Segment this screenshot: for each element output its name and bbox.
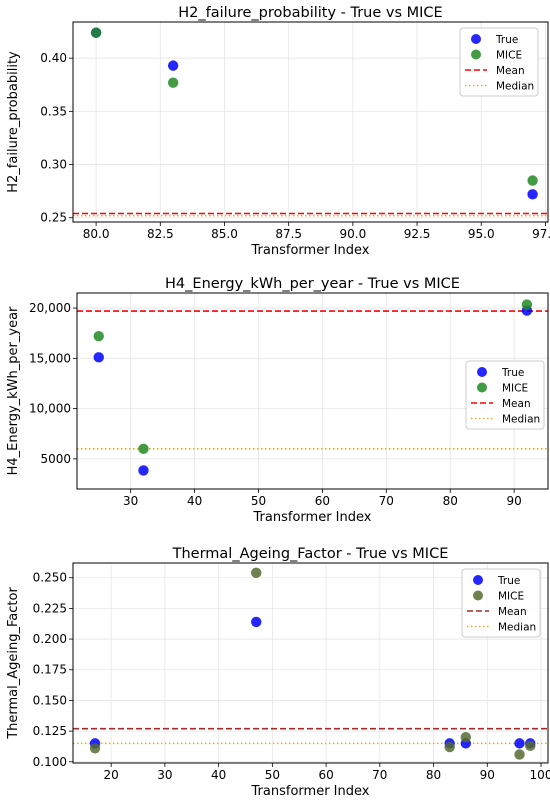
y-tick-label: 0.150 <box>33 693 67 707</box>
mice-point <box>90 27 102 38</box>
legend-label: MICE <box>496 50 522 62</box>
x-tick-label: 70 <box>379 494 394 508</box>
x-tick-label: 40 <box>211 768 226 782</box>
x-tick-label: 80.0 <box>83 227 110 241</box>
legend-marker <box>473 590 483 601</box>
true-point <box>251 616 262 628</box>
y-tick-label: 0.35 <box>40 104 67 118</box>
x-tick-label: 50 <box>251 494 266 508</box>
x-axis-label: Transformer Index <box>251 784 370 799</box>
y-tick-label: 0.125 <box>33 724 67 738</box>
y-tick-label: 0.30 <box>40 158 67 172</box>
y-tick-label: 15,000 <box>29 351 71 365</box>
x-tick-label: 60 <box>315 494 330 508</box>
chart-title: H2_failure_probability - True vs MICE <box>178 5 442 21</box>
x-tick-label: 100 <box>530 768 550 782</box>
x-tick-label: 20 <box>104 768 119 782</box>
mice-point <box>527 175 538 186</box>
y-tick-label: 0.175 <box>33 663 67 677</box>
y-tick-label: 5000 <box>40 452 71 466</box>
legend: True MICE Mean Median <box>459 27 539 97</box>
legend-label: MICE <box>498 591 524 603</box>
chart-panel-1: 80.0 82.5 85.0 87.5 90.0 92.5 95.0 97.5 0.25 0.30… <box>6 5 550 258</box>
mice-point <box>167 77 179 88</box>
legend-marker <box>477 382 487 393</box>
legend-label: True <box>501 367 524 379</box>
legend-marker <box>473 575 483 585</box>
mice-point <box>251 567 262 579</box>
mice-point <box>444 741 455 753</box>
x-tick-label: 90.0 <box>340 227 367 241</box>
chart-panel-2: 30 40 50 60 70 80 90 5000 10,000 15,000 20,000 H4_E… <box>6 276 549 525</box>
legend-box <box>465 360 545 430</box>
true-point <box>514 738 525 749</box>
legend-box <box>459 27 539 97</box>
true-point <box>527 189 538 200</box>
chart-title: H4_Energy_kWh_per_year - True vs MICE <box>165 276 460 292</box>
chart-title: Thermal_Ageing_Factor - True vs MICE <box>172 546 449 562</box>
x-axis-label: Transformer Index <box>251 243 370 258</box>
chart-panel-3: 20 30 40 50 60 70 80 90 100 0.100 0.125 0.150 0.175 0… <box>6 546 550 799</box>
x-tick-label: 80 <box>426 768 441 782</box>
mice-point <box>89 743 101 754</box>
x-tick-label: 30 <box>123 494 138 508</box>
x-tick-label: 85.0 <box>211 227 238 241</box>
mice-point <box>138 443 149 454</box>
mice-point <box>514 749 525 760</box>
true-point <box>138 465 149 476</box>
y-tick-label: 0.250 <box>33 571 67 585</box>
legend-marker <box>471 49 481 60</box>
legend-marker <box>477 367 487 377</box>
true-point <box>167 60 179 71</box>
x-tick-label: 70 <box>372 768 387 782</box>
legend-label: True <box>497 575 520 587</box>
y-tick-label: 0.200 <box>33 632 67 646</box>
legend-box <box>461 568 541 638</box>
y-tick-label: 0.225 <box>33 601 67 615</box>
x-tick-label: 80 <box>443 494 458 508</box>
y-tick-label: 0.25 <box>40 211 67 225</box>
mice-point <box>525 740 536 752</box>
x-tick-label: 50 <box>265 768 280 782</box>
legend-label: True <box>495 34 518 46</box>
y-tick-label: 20,000 <box>29 301 71 315</box>
y-tick-label: 10,000 <box>29 402 71 416</box>
y-tick-label: 0.40 <box>40 51 67 65</box>
x-tick-label: 90 <box>506 494 521 508</box>
x-tick-label: 97.5 <box>532 227 550 241</box>
x-tick-label: 60 <box>318 768 333 782</box>
x-axis-label: Transformer Index <box>253 510 372 525</box>
y-axis-label: Thermal_Ageing_Factor <box>6 587 21 740</box>
legend: True MICE Mean Median <box>465 360 545 430</box>
legend-label: Mean <box>498 606 527 618</box>
x-tick-label: 87.5 <box>275 227 302 241</box>
x-tick-label: 95.0 <box>468 227 495 241</box>
y-axis-label: H4_Energy_kWh_per_year <box>6 306 21 475</box>
legend-label: Median <box>496 81 534 93</box>
legend-label: Median <box>502 414 540 426</box>
x-tick-label: 92.5 <box>404 227 431 241</box>
legend-label: MICE <box>502 383 528 395</box>
y-axis-label: H2_failure_probability <box>6 51 21 193</box>
mice-point <box>93 331 104 342</box>
x-tick-label: 30 <box>157 768 172 782</box>
mice-point <box>521 299 533 310</box>
mice-point <box>460 732 471 743</box>
plot-frame <box>72 21 549 223</box>
x-tick-label: 90 <box>480 768 495 782</box>
true-point <box>93 352 104 363</box>
x-tick-label: 40 <box>187 494 202 508</box>
x-tick-label: 82.5 <box>147 227 174 241</box>
legend-marker <box>471 34 481 44</box>
legend-label: Median <box>498 622 536 634</box>
y-tick-label: 0.100 <box>33 755 67 769</box>
legend: True MICE Mean Median <box>461 568 541 638</box>
plot-frame <box>76 292 549 490</box>
plot-frame <box>72 562 549 764</box>
legend-label: Mean <box>502 398 531 410</box>
legend-label: Mean <box>496 65 525 77</box>
